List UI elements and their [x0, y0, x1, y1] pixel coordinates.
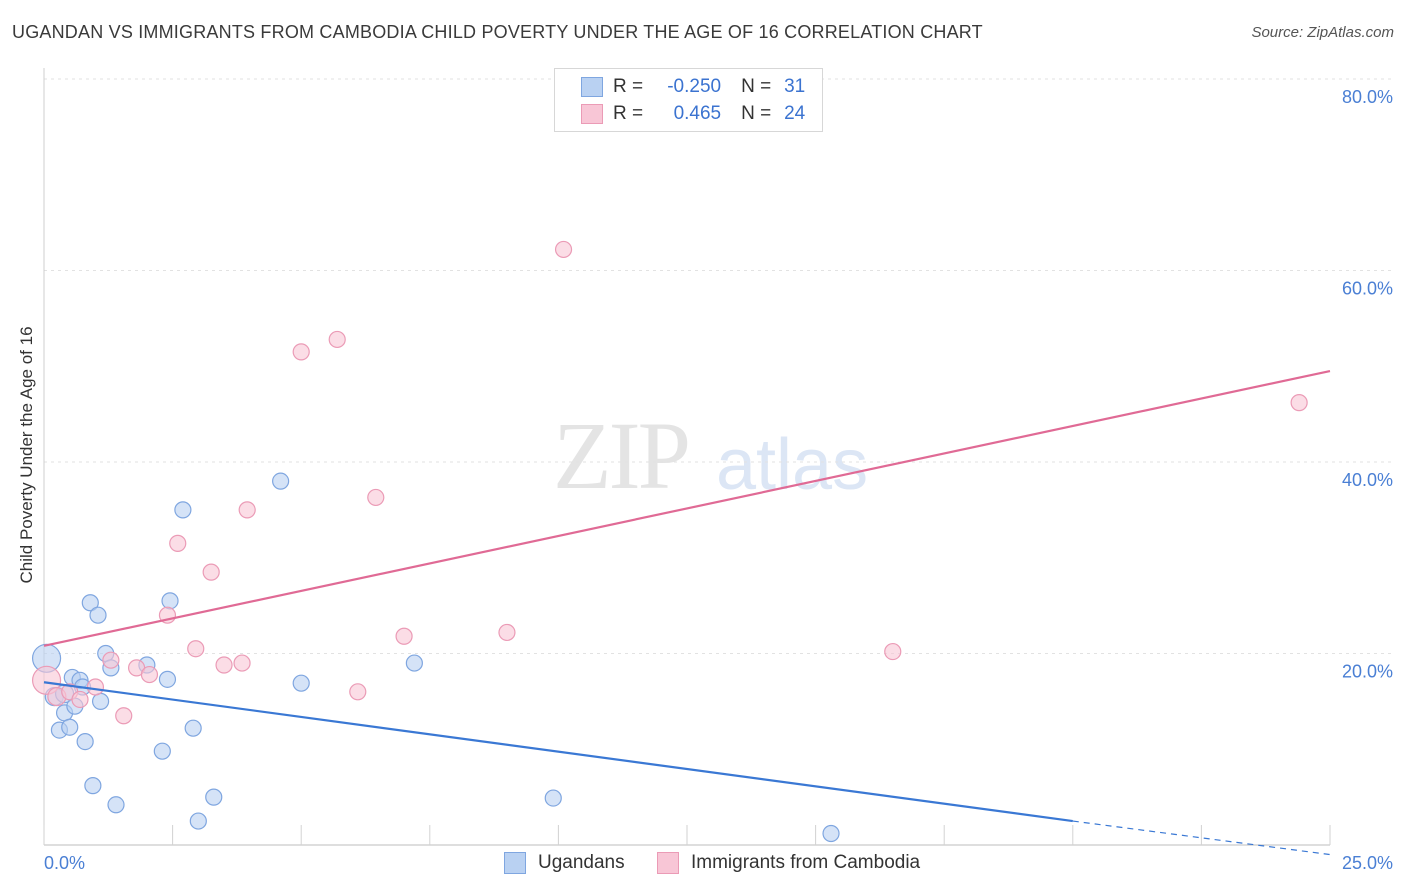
legend-swatch-blue — [504, 852, 526, 874]
point-cambodia — [140, 665, 159, 684]
point-cambodia — [102, 651, 120, 669]
point-ugandans — [107, 796, 125, 814]
point-ugandans — [205, 788, 223, 806]
point-ugandans — [91, 692, 110, 710]
trendline-cambodia — [43, 369, 1331, 647]
legend-item-ugandans: Ugandans — [504, 852, 625, 874]
legend-swatch-pink — [657, 852, 679, 874]
point-ugandans — [76, 732, 94, 751]
source-label: Source: ZipAtlas.com — [1251, 24, 1394, 41]
legend-row-cambodia: R = 0.465 N = 24 — [581, 102, 805, 126]
legend-swatch-blue — [581, 77, 603, 97]
legend-n-value: 31 — [784, 76, 806, 97]
point-cambodia — [169, 534, 187, 552]
watermark-atlas: atlas — [716, 425, 869, 505]
legend-r-label: R = — [613, 76, 644, 97]
point-ugandans — [822, 824, 840, 843]
point-cambodia — [395, 627, 413, 645]
y-tick-label: 60.0% — [1342, 279, 1393, 299]
legend-swatch-pink — [581, 104, 603, 124]
legend-label-cambodia: Immigrants from Cambodia — [691, 852, 921, 873]
point-cambodia — [215, 656, 233, 674]
point-cambodia — [328, 330, 346, 349]
point-cambodia — [1290, 394, 1308, 412]
x-tick-label: 25.0% — [1342, 853, 1393, 873]
point-cambodia — [233, 654, 251, 672]
point-cambodia — [86, 678, 105, 696]
legend-n-value: 24 — [784, 103, 806, 124]
legend-n-label: N = — [741, 103, 772, 124]
y-tick-label: 40.0% — [1342, 470, 1393, 490]
legend-item-cambodia: Immigrants from Cambodia — [657, 852, 920, 874]
chart-title: UGANDAN VS IMMIGRANTS FROM CAMBODIA CHIL… — [12, 22, 983, 42]
point-cambodia — [115, 707, 133, 725]
legend-r-value: 0.465 — [673, 103, 722, 124]
point-ugandans — [161, 592, 179, 610]
correlation-legend: R = -0.250 N = 31 R = 0.465 N = 24 — [554, 68, 823, 132]
point-ugandans — [81, 594, 99, 612]
y-tick-label: 20.0% — [1342, 662, 1393, 682]
point-cambodia — [202, 563, 220, 581]
point-cambodia — [498, 623, 516, 642]
point-ugandans — [158, 670, 177, 688]
point-ugandans — [61, 718, 79, 736]
point-ugandans — [272, 472, 290, 490]
y-tick-label: 80.0% — [1342, 87, 1393, 107]
point-ugandans — [153, 742, 171, 760]
point-ugandans — [292, 674, 310, 692]
x-tick-label: 0.0% — [44, 853, 85, 873]
point-ugandans — [89, 606, 107, 624]
point-cambodia — [292, 343, 310, 361]
point-ugandans — [544, 789, 562, 807]
point-cambodia — [31, 665, 62, 695]
point-cambodia — [71, 690, 89, 709]
series-legend: Ugandans Immigrants from Cambodia — [0, 852, 1406, 878]
point-cambodia — [238, 501, 256, 519]
point-cambodia — [554, 240, 573, 259]
point-ugandans — [184, 719, 202, 737]
point-ugandans — [405, 654, 423, 672]
point-cambodia — [367, 488, 385, 507]
legend-r-label: R = — [613, 103, 644, 124]
legend-r-value: -0.250 — [667, 76, 722, 97]
point-ugandans — [189, 812, 207, 830]
legend-row-ugandans: R = -0.250 N = 31 — [581, 75, 805, 99]
watermark-zip: ZIP — [553, 402, 691, 509]
point-cambodia — [187, 640, 205, 658]
legend-n-label: N = — [741, 76, 772, 97]
point-cambodia — [349, 683, 367, 701]
point-cambodia — [884, 642, 902, 661]
point-ugandans — [84, 777, 102, 795]
legend-label-ugandans: Ugandans — [538, 852, 625, 873]
trendline-ugandans — [43, 681, 1073, 823]
point-ugandans — [174, 501, 192, 519]
